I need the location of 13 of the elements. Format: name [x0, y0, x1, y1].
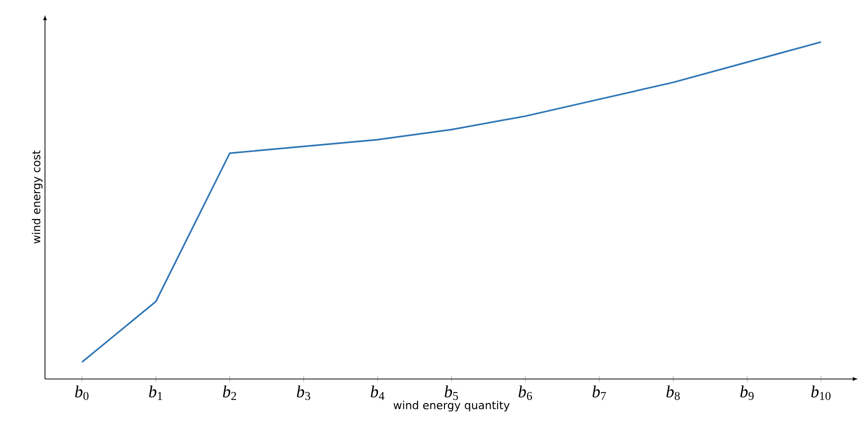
x-tick-label: b$_{3}$ — [296, 386, 310, 400]
x-tick-label: b$_{4}$ — [370, 386, 384, 400]
x-tick-label: b$_{9}$ — [740, 386, 754, 400]
x-tick-label: b$_{8}$ — [666, 386, 680, 400]
x-tick-label: b$_{1}$ — [149, 386, 162, 400]
x-tick-label: b$_{0}$ — [75, 386, 88, 400]
x-tick-label: b$_{7}$ — [592, 386, 606, 400]
x-tick-label: b$_{2}$ — [222, 386, 236, 400]
x-tick-label: b$_{10}$ — [811, 386, 831, 400]
x-axis-title: wind energy quantity — [394, 400, 510, 412]
x-tick-label: b$_{5}$ — [444, 386, 458, 400]
y-axis-title: wind energy cost — [32, 150, 42, 244]
x-tick-label: b$_{6}$ — [518, 386, 532, 400]
